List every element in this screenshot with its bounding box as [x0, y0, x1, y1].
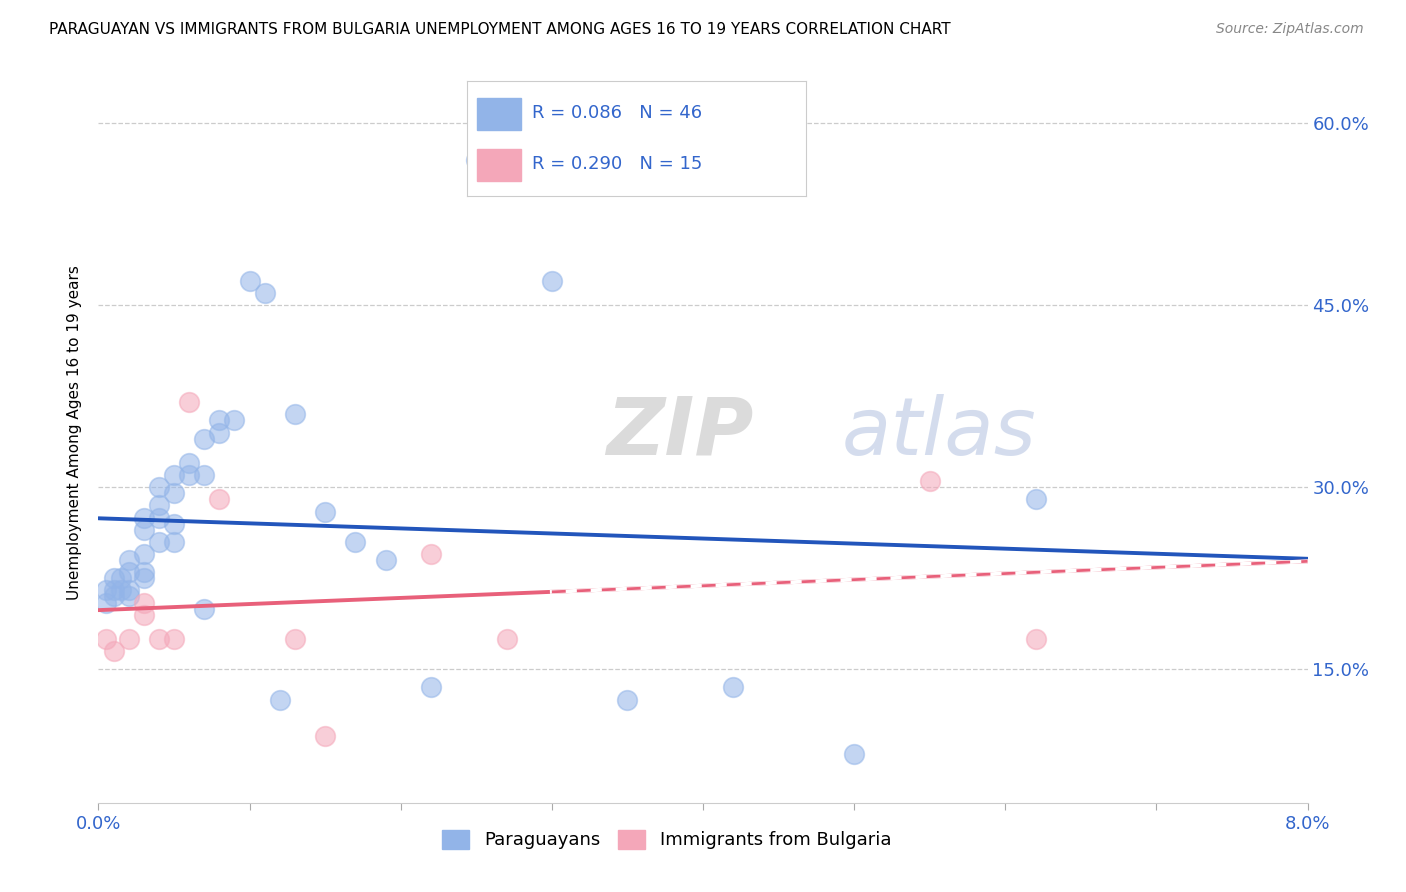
Point — [148, 534, 170, 549]
Point — [118, 565, 141, 579]
Text: ZIP: ZIP — [606, 393, 754, 472]
Point — [132, 595, 155, 609]
Point — [193, 468, 215, 483]
Point — [208, 413, 231, 427]
Point — [103, 590, 125, 604]
Legend: Paraguayans, Immigrants from Bulgaria: Paraguayans, Immigrants from Bulgaria — [434, 823, 898, 856]
Point — [314, 729, 336, 743]
Point — [148, 499, 170, 513]
Point — [103, 644, 125, 658]
Point — [253, 286, 276, 301]
Point — [239, 274, 262, 288]
Point — [193, 432, 215, 446]
Point — [420, 547, 443, 561]
Point — [163, 468, 186, 483]
Point — [110, 583, 132, 598]
Point — [540, 274, 562, 288]
Point — [118, 583, 141, 598]
Text: Source: ZipAtlas.com: Source: ZipAtlas.com — [1216, 22, 1364, 37]
Point — [284, 408, 307, 422]
Point — [148, 632, 170, 646]
Point — [314, 504, 336, 518]
Point — [148, 510, 170, 524]
Point — [103, 583, 125, 598]
Point — [103, 571, 125, 585]
Point — [284, 632, 307, 646]
Point — [179, 468, 201, 483]
Text: atlas: atlas — [842, 393, 1036, 472]
Point — [844, 747, 866, 762]
Point — [616, 692, 638, 706]
Point — [723, 681, 745, 695]
Point — [132, 547, 155, 561]
Text: PARAGUAYAN VS IMMIGRANTS FROM BULGARIA UNEMPLOYMENT AMONG AGES 16 TO 19 YEARS CO: PARAGUAYAN VS IMMIGRANTS FROM BULGARIA U… — [49, 22, 950, 37]
Point — [148, 480, 170, 494]
Y-axis label: Unemployment Among Ages 16 to 19 years: Unemployment Among Ages 16 to 19 years — [67, 265, 83, 600]
Point — [344, 534, 367, 549]
Point — [179, 395, 201, 409]
Point — [208, 492, 231, 507]
Point — [118, 590, 141, 604]
Point — [465, 153, 488, 167]
Point — [118, 553, 141, 567]
Point — [94, 595, 117, 609]
Point — [132, 565, 155, 579]
Point — [163, 486, 186, 500]
Point — [118, 632, 141, 646]
Point — [132, 571, 155, 585]
Point — [94, 583, 117, 598]
Point — [163, 632, 186, 646]
Point — [420, 681, 443, 695]
Point — [1025, 492, 1047, 507]
Point — [374, 553, 396, 567]
Point — [110, 571, 132, 585]
Point — [224, 413, 246, 427]
Point — [94, 632, 117, 646]
Point — [132, 607, 155, 622]
Point — [132, 510, 155, 524]
Point — [208, 425, 231, 440]
Point — [193, 601, 215, 615]
Point — [495, 632, 517, 646]
Point — [163, 534, 186, 549]
Point — [1025, 632, 1047, 646]
Point — [163, 516, 186, 531]
Point — [132, 523, 155, 537]
Point — [918, 474, 941, 488]
Point — [269, 692, 291, 706]
Point — [179, 456, 201, 470]
